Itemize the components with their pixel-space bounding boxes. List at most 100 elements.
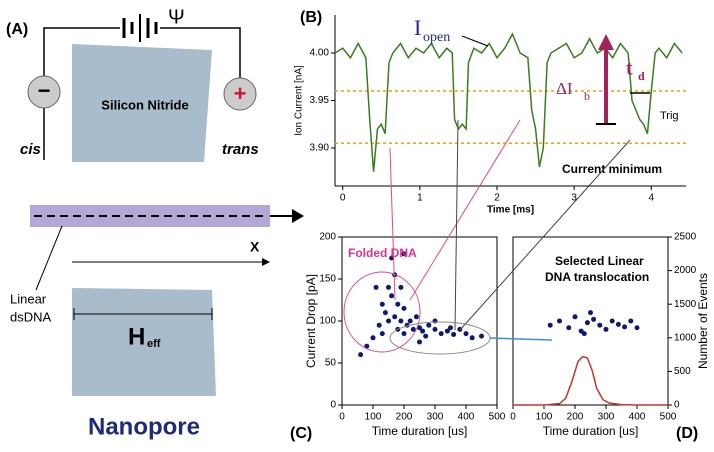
data-point [410, 326, 416, 332]
dna [30, 205, 270, 227]
data-point [469, 335, 475, 341]
data-point [401, 331, 407, 337]
data-point [432, 318, 438, 324]
data-point [628, 318, 634, 324]
data-point [581, 331, 587, 337]
data-point [463, 331, 469, 337]
data-point [401, 251, 407, 257]
data-point [392, 314, 398, 320]
data-point [432, 326, 438, 332]
y2-tick-label: 1500 [674, 299, 697, 310]
x-tick-label: 500 [489, 412, 506, 423]
annotation: t [626, 58, 633, 80]
data-point [423, 333, 429, 339]
y2-tick-label: 2000 [674, 265, 697, 276]
panel-label: (D) [676, 425, 698, 442]
x-tick-label: 400 [629, 412, 646, 423]
minus-sign: − [38, 78, 51, 103]
x-tick-label: 400 [458, 412, 475, 423]
membrane [72, 44, 212, 162]
connector [389, 147, 396, 301]
data-point [398, 284, 404, 290]
pointer [461, 35, 489, 47]
x-tick-label: 100 [536, 412, 553, 423]
x-tick-label: 3 [571, 193, 577, 204]
x-axis-label: Time duration [us] [372, 424, 468, 438]
data-point [609, 318, 615, 324]
membrane [72, 288, 216, 396]
x-tick-label: 500 [660, 412, 677, 423]
data-point [364, 343, 370, 349]
data-point [566, 325, 572, 331]
folded-region [343, 271, 421, 353]
wire [43, 27, 120, 160]
data-point [438, 331, 444, 337]
data-point [572, 314, 578, 320]
data-point [557, 318, 562, 324]
data-point [379, 331, 385, 337]
y-axis-label: Current Drop [pA] [304, 274, 318, 368]
y-tick-label: 50 [325, 358, 337, 369]
x-tick-label: 1 [417, 193, 423, 204]
connector [459, 139, 631, 331]
data-point [407, 318, 413, 324]
annotation: DNA translocation [545, 270, 649, 284]
data-point [547, 322, 553, 328]
x-tick-label: 300 [427, 412, 444, 423]
data-point [386, 284, 391, 290]
dna-label: Linear [10, 291, 47, 306]
connector [409, 119, 521, 301]
y-tick-label: 4.00 [310, 48, 330, 59]
data-point [417, 325, 422, 331]
arrowhead [598, 34, 614, 50]
cis-label: cis [20, 141, 41, 158]
data-point [401, 305, 407, 311]
x-tick-label: 0 [510, 412, 516, 423]
arrowhead [292, 209, 304, 223]
data-point [376, 322, 382, 328]
x-tick-label: 2 [494, 193, 500, 204]
x-tick-label: 100 [365, 412, 382, 423]
annotation: b [584, 89, 590, 103]
data-point [370, 335, 376, 341]
data-line [513, 355, 668, 406]
data-point [591, 316, 597, 322]
annotation: ΔI [556, 79, 573, 98]
plot-frame [512, 236, 669, 406]
panel-label: (B) [300, 9, 322, 26]
annotation: I [414, 15, 421, 40]
title: Nanopore [88, 413, 200, 440]
plus-sign: + [234, 81, 247, 106]
data-line [334, 32, 683, 172]
connector [454, 119, 459, 331]
trans-electrode [223, 77, 257, 111]
panel-label: (A) [6, 21, 28, 38]
y-tick-label: 200 [319, 232, 336, 243]
data-point [584, 320, 590, 326]
data-point [398, 318, 404, 324]
data-point [358, 352, 364, 358]
y-tick-label: 150 [319, 274, 336, 285]
x-tick-label: 300 [598, 412, 615, 423]
annotation: open [423, 30, 450, 45]
y-tick-label: 100 [319, 316, 336, 327]
data-point [451, 331, 457, 337]
y-axis-label: Ion Current [nA] [294, 65, 305, 136]
panel-a: Ψ − + Silicon Nitride cis trans X Linear… [10, 6, 304, 440]
cis-electrode [27, 75, 61, 109]
annotation: Folded DNA [348, 246, 417, 260]
x-tick-label: 4 [649, 193, 655, 204]
arrowhead [262, 258, 270, 266]
data-point [597, 322, 603, 328]
data-point [373, 284, 379, 290]
annotation: Current minimum [562, 162, 662, 176]
battery [122, 14, 158, 42]
data-point [622, 324, 628, 330]
wire [160, 27, 241, 78]
x-axis-label: Time duration [us] [543, 424, 639, 438]
data-point [448, 325, 453, 331]
data-point [382, 310, 388, 316]
x-tick-label: 200 [396, 412, 413, 423]
data-point [413, 314, 419, 320]
